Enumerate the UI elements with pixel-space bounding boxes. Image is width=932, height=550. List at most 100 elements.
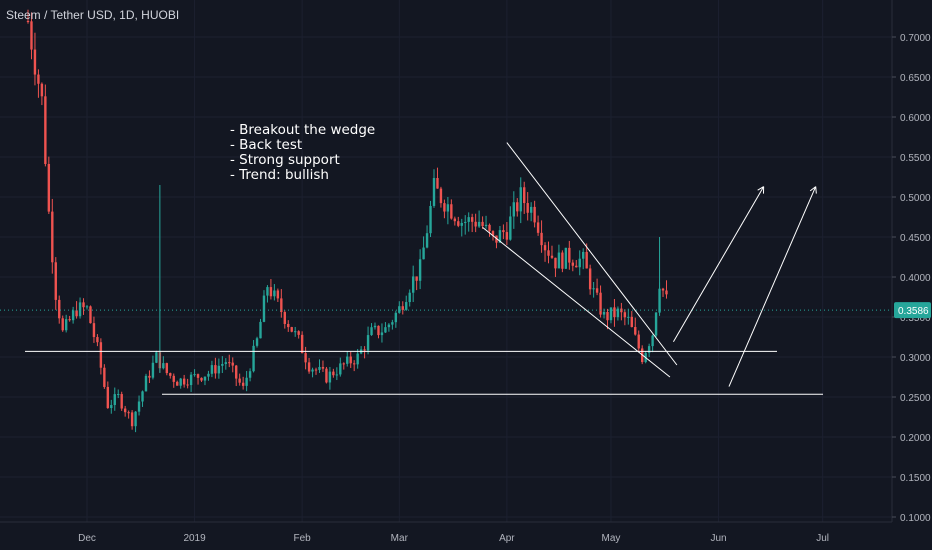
candle-body: [599, 292, 602, 315]
candle-body: [113, 394, 116, 406]
candle-body: [550, 255, 554, 258]
candle-body: [210, 365, 214, 374]
candle-body: [103, 367, 106, 387]
candle-body: [554, 257, 557, 269]
candle-body: [217, 365, 221, 374]
candle-body: [207, 373, 210, 377]
candle-body: [273, 290, 276, 297]
candle-body: [252, 345, 255, 372]
candle-body: [155, 352, 158, 363]
candle-body: [300, 334, 304, 354]
candle-body: [408, 292, 411, 303]
y-tick-label: 0.5500: [900, 153, 931, 164]
candle-body: [415, 276, 418, 281]
candle-body: [314, 369, 318, 371]
candle-body: [304, 353, 307, 363]
candle-body: [484, 224, 488, 227]
candle-body: [384, 327, 387, 333]
candle-body: [561, 252, 564, 269]
candle-body: [616, 308, 620, 318]
candle-body: [512, 202, 516, 217]
candle-body: [266, 287, 269, 296]
candle-body: [342, 363, 345, 365]
candle-body: [235, 365, 238, 379]
candle-body: [533, 206, 536, 223]
candle-body: [165, 363, 169, 374]
candle-body: [516, 202, 519, 212]
candle-body: [630, 316, 633, 328]
candle-body: [193, 374, 196, 376]
candle-body: [543, 245, 547, 251]
candle-body: [394, 312, 398, 323]
candle-body: [200, 377, 203, 381]
candle-body: [529, 206, 533, 213]
candle-body: [398, 306, 401, 313]
candle-body: [436, 178, 439, 189]
candle-body: [606, 312, 609, 321]
candle-body: [179, 378, 182, 386]
x-tick-label: Mar: [391, 533, 409, 544]
candle-body: [432, 178, 436, 206]
candle-body: [307, 362, 311, 372]
candle-body: [110, 405, 113, 409]
candle-body: [405, 302, 408, 310]
candle-body: [356, 353, 359, 365]
y-tick-label: 0.3000: [900, 353, 931, 364]
candle-body: [464, 221, 467, 223]
candle-body: [523, 187, 526, 204]
candle-body: [571, 262, 574, 266]
candle-body: [262, 295, 266, 322]
y-tick-label: 0.1000: [900, 513, 931, 524]
candle-body: [61, 318, 64, 331]
candle-body: [380, 332, 384, 336]
candle-body: [349, 356, 352, 364]
x-tick-label: 2019: [183, 533, 206, 544]
candle-body: [450, 204, 453, 219]
candle-body: [647, 346, 651, 353]
candle-body: [387, 324, 391, 328]
candle-body: [446, 204, 450, 212]
y-tick-label: 0.3500: [900, 313, 931, 324]
candle-body: [82, 302, 85, 308]
candle-body: [47, 163, 51, 212]
candle-body: [346, 356, 349, 364]
candle-body: [169, 373, 172, 376]
candle-body: [26, 21, 30, 22]
candle-body: [238, 378, 241, 383]
candle-body: [568, 247, 571, 263]
candle-body: [123, 408, 127, 413]
candle-body: [578, 258, 581, 268]
candle-body: [425, 233, 429, 248]
candle-body: [602, 312, 606, 315]
candle-body: [460, 222, 463, 226]
candle-body: [75, 310, 78, 317]
candle-body: [470, 217, 474, 222]
arrow-head: [757, 186, 764, 191]
candle-body: [477, 221, 481, 227]
current-price-label-bg: [894, 302, 931, 319]
wedge-upper-line: [506, 142, 678, 366]
candle-body: [651, 335, 654, 347]
arrow-head: [815, 186, 817, 194]
candle-body: [297, 331, 300, 335]
candle-body: [592, 288, 595, 290]
candle-body: [33, 49, 37, 75]
current-price-label: 0.3586: [898, 306, 929, 317]
candle-body: [172, 375, 175, 382]
candle-body: [623, 312, 627, 318]
candle-body: [186, 384, 189, 386]
candle-body: [214, 365, 217, 374]
y-tick-label: 0.4500: [900, 233, 931, 244]
candle-body: [51, 211, 54, 263]
candle-body: [547, 250, 550, 256]
candle-body: [536, 222, 540, 233]
x-tick-label: Feb: [294, 533, 312, 544]
candle-body: [318, 366, 321, 370]
x-tick-label: Apr: [499, 533, 515, 544]
candle-body: [373, 325, 377, 328]
x-tick-label: May: [602, 533, 621, 544]
candle-body: [130, 412, 134, 427]
candle-body: [151, 362, 155, 378]
